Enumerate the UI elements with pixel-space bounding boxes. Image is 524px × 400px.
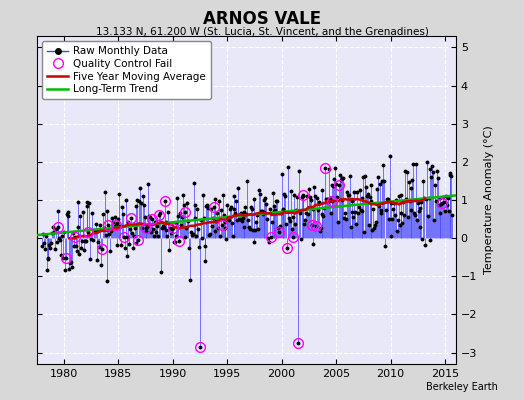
Text: ARNOS VALE: ARNOS VALE: [203, 10, 321, 28]
Text: Berkeley Earth: Berkeley Earth: [426, 382, 498, 392]
Y-axis label: Temperature Anomaly (°C): Temperature Anomaly (°C): [484, 126, 494, 274]
Text: 13.133 N, 61.200 W (St. Lucia, St. Vincent, and the Grenadines): 13.133 N, 61.200 W (St. Lucia, St. Vince…: [95, 26, 429, 36]
Legend: Raw Monthly Data, Quality Control Fail, Five Year Moving Average, Long-Term Tren: Raw Monthly Data, Quality Control Fail, …: [42, 41, 211, 100]
